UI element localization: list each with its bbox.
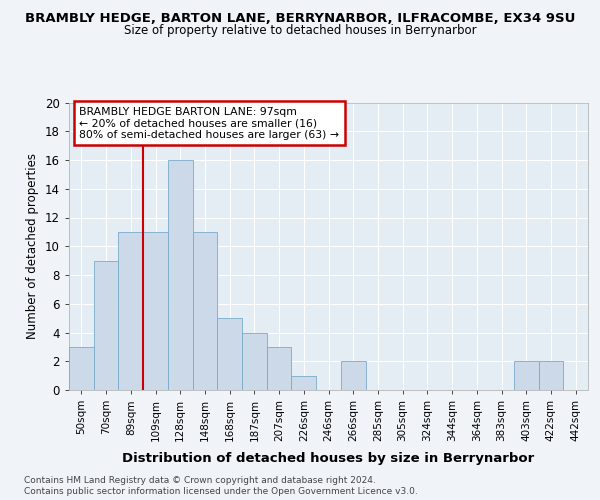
- Text: Size of property relative to detached houses in Berrynarbor: Size of property relative to detached ho…: [124, 24, 476, 37]
- X-axis label: Distribution of detached houses by size in Berrynarbor: Distribution of detached houses by size …: [122, 452, 535, 466]
- Bar: [539, 361, 563, 390]
- Bar: [341, 361, 365, 390]
- Bar: [69, 347, 94, 390]
- Text: BRAMBLY HEDGE, BARTON LANE, BERRYNARBOR, ILFRACOMBE, EX34 9SU: BRAMBLY HEDGE, BARTON LANE, BERRYNARBOR,…: [25, 12, 575, 26]
- Y-axis label: Number of detached properties: Number of detached properties: [26, 153, 40, 340]
- Text: BRAMBLY HEDGE BARTON LANE: 97sqm
← 20% of detached houses are smaller (16)
80% o: BRAMBLY HEDGE BARTON LANE: 97sqm ← 20% o…: [79, 107, 340, 140]
- Bar: [168, 160, 193, 390]
- Text: Contains public sector information licensed under the Open Government Licence v3: Contains public sector information licen…: [24, 487, 418, 496]
- Bar: [267, 347, 292, 390]
- Bar: [217, 318, 242, 390]
- Bar: [242, 332, 267, 390]
- Bar: [94, 260, 118, 390]
- Bar: [514, 361, 539, 390]
- Bar: [118, 232, 143, 390]
- Bar: [143, 232, 168, 390]
- Bar: [193, 232, 217, 390]
- Text: Contains HM Land Registry data © Crown copyright and database right 2024.: Contains HM Land Registry data © Crown c…: [24, 476, 376, 485]
- Bar: [292, 376, 316, 390]
